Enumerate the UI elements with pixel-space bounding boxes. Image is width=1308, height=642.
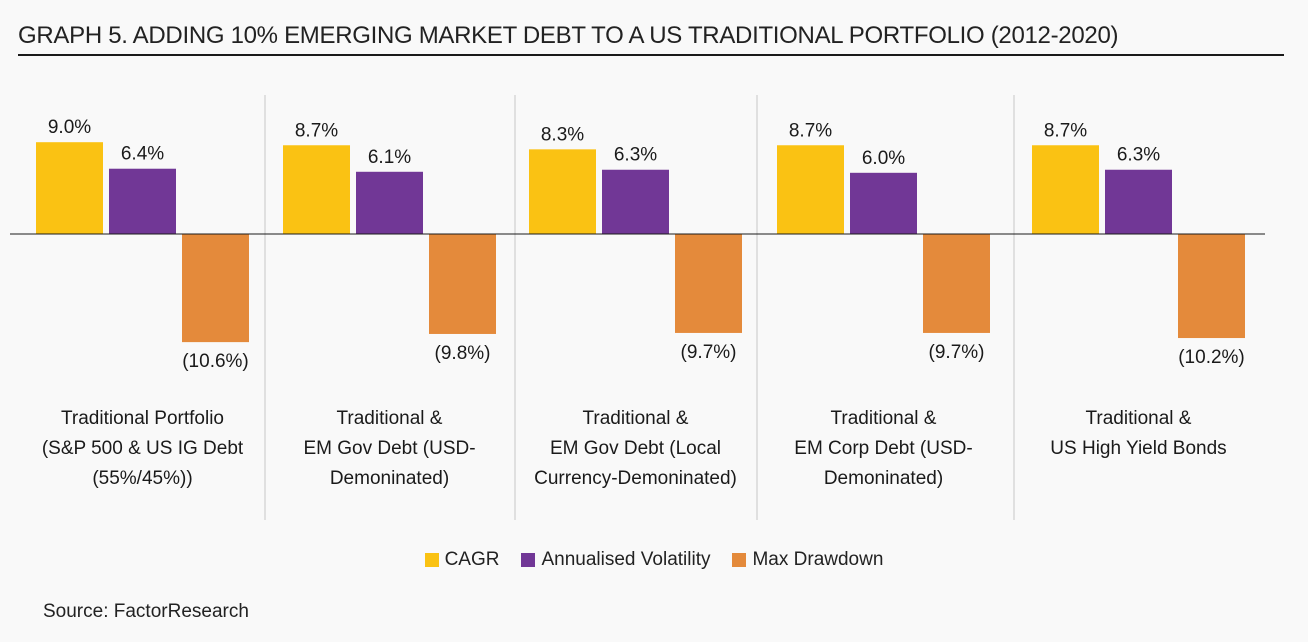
category-label-4-line-3: Demoninated): [824, 468, 943, 489]
category-label-5-line-2: US High Yield Bonds: [1050, 438, 1226, 459]
bar-volatility-2: [356, 171, 423, 234]
category-label-2-line-1: Traditional &: [337, 408, 443, 429]
category-label-2-line-2: EM Gov Debt (USD-: [303, 438, 475, 459]
data-label-cagr-4: 8.7%: [789, 120, 832, 141]
legend-swatch-cagr: [424, 553, 439, 567]
data-label-drawdown-5: (10.2%): [1178, 347, 1245, 368]
category-label-1-line-1: Traditional Portfolio: [61, 408, 224, 429]
category-label-1-line-3: (55%/45%)): [92, 468, 192, 489]
bar-cagr-1: [36, 142, 103, 234]
category-label-1-line-2: (S&P 500 & US IG Debt: [42, 438, 244, 459]
bar-drawdown-5: [1178, 234, 1245, 339]
category-label-5-line-1: Traditional &: [1086, 408, 1192, 429]
legend-item-drawdown: Max Drawdown: [732, 549, 883, 571]
legend-label-drawdown: Max Drawdown: [752, 549, 884, 570]
bar-volatility-5: [1105, 169, 1172, 234]
data-label-drawdown-3: (9.7%): [681, 342, 737, 363]
category-label-3-line-3: Currency-Demoninated): [534, 468, 737, 489]
source-note: Source: FactorResearch: [43, 601, 249, 622]
data-label-volatility-4: 6.0%: [862, 148, 905, 169]
bar-drawdown-3: [675, 234, 742, 333]
legend-label-volatility: Annualised Volatility: [541, 549, 711, 570]
data-label-cagr-5: 8.7%: [1044, 120, 1087, 141]
chart-legend: CAGR Annualised Volatility Max Drawdown: [0, 549, 1308, 571]
data-label-cagr-1: 9.0%: [48, 117, 91, 138]
category-label-3-line-2: EM Gov Debt (Local: [550, 438, 721, 459]
bar-cagr-4: [777, 145, 844, 234]
category-label-4-line-1: Traditional &: [831, 408, 937, 429]
bar-chart: 9.0% 8.7% 8.3% 8.7% 8.7% 6.4% 6.1% 6.3% 6.0% 6.3%…: [10, 95, 1265, 520]
bar-cagr-2: [283, 145, 350, 234]
category-label-3-line-1: Traditional &: [583, 408, 689, 429]
legend-swatch-volatility: [521, 553, 536, 567]
chart-title: GRAPH 5. ADDING 10% EMERGING MARKET DEBT…: [18, 22, 1119, 49]
bar-drawdown-2: [429, 234, 496, 334]
data-label-volatility-3: 6.3%: [614, 145, 657, 166]
bar-drawdown-1: [182, 234, 249, 343]
category-label-2-line-3: Demoninated): [330, 468, 449, 489]
legend-label-cagr: CAGR: [444, 549, 500, 570]
data-label-drawdown-2: (9.8%): [435, 343, 491, 364]
title-underline: [18, 54, 1284, 56]
legend-swatch-drawdown: [732, 553, 747, 567]
data-label-volatility-1: 6.4%: [121, 144, 164, 165]
bar-cagr-5: [1032, 145, 1099, 234]
data-label-drawdown-4: (9.7%): [929, 342, 985, 363]
category-label-4-line-2: EM Corp Debt (USD-: [794, 438, 972, 459]
data-label-volatility-2: 6.1%: [368, 147, 411, 168]
legend-item-cagr: CAGR: [424, 549, 500, 571]
bar-drawdown-4: [923, 234, 990, 333]
data-label-cagr-3: 8.3%: [541, 124, 584, 145]
bar-volatility-4: [850, 172, 917, 234]
data-label-volatility-5: 6.3%: [1117, 145, 1160, 166]
bar-cagr-3: [529, 149, 596, 234]
data-label-cagr-2: 8.7%: [295, 120, 338, 141]
data-label-drawdown-1: (10.6%): [182, 351, 249, 372]
bar-volatility-1: [109, 168, 176, 234]
bar-volatility-3: [602, 169, 669, 234]
legend-item-volatility: Annualised Volatility: [521, 549, 710, 571]
